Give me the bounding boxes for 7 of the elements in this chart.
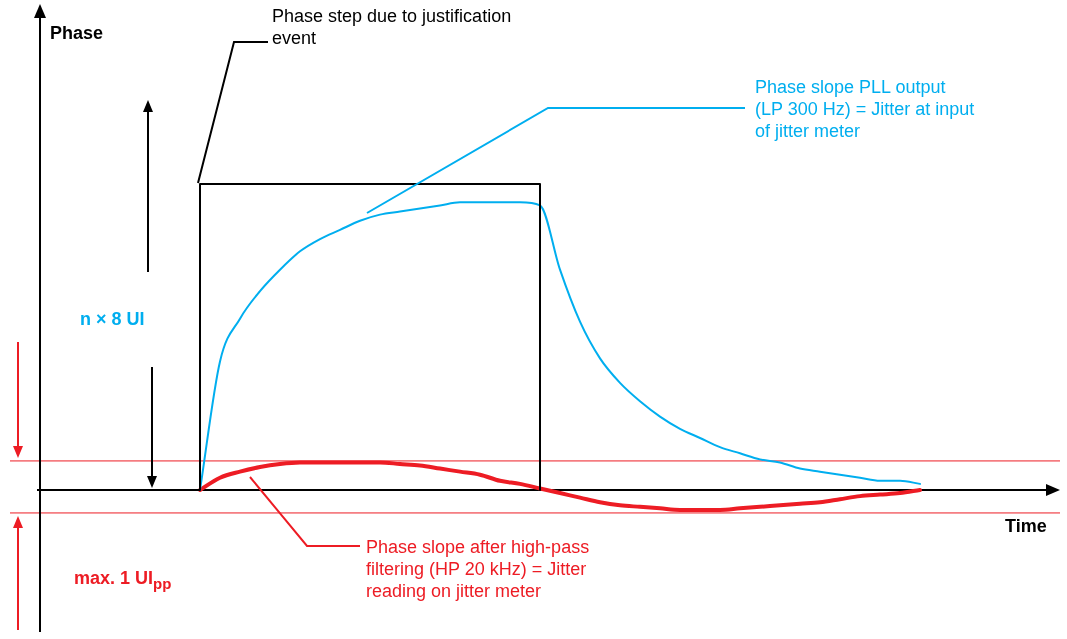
text: Phase slope after high-pass filtering (HP 20 kHz) = Jitter reading on jitter meter — [366, 536, 591, 602]
x-axis-title: Time — [1005, 515, 1047, 537]
text: max. 1 UI$_{pp}$ — [74, 567, 173, 594]
text: Phase slope PLL output (LP 300 Hz) = Jitter at input of jitter meter — [755, 76, 975, 142]
text: Phase — [50, 22, 104, 44]
annotation: n × 8 UI — [80, 308, 146, 330]
text: Phase step due to justification event — [272, 5, 513, 49]
